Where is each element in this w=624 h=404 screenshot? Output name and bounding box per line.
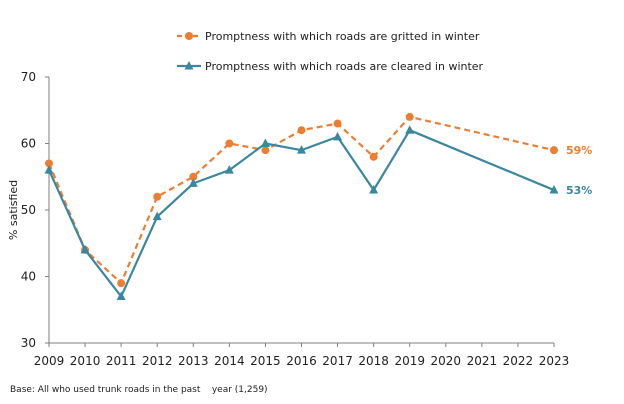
legend-marker [184,61,194,70]
x-tick-label: 2015 [250,354,281,368]
data-point [369,185,379,194]
legend-item: Promptness with which roads are cleared … [177,60,484,73]
data-point [153,192,162,201]
y-tick-label: 40 [21,270,36,284]
x-tick-label: 2022 [503,354,534,368]
data-point [550,146,558,155]
y-tick-label: 30 [21,336,36,350]
x-tick-label: 2019 [394,354,425,368]
end-label: 53% [566,184,592,197]
x-tick-label: 2023 [539,354,570,368]
legend-label: Promptness with which roads are gritted … [205,30,480,43]
x-tick-label: 2018 [358,354,389,368]
end-label: 59% [566,144,592,157]
x-tick-label: 2012 [142,354,173,368]
data-point [188,178,198,187]
series-cleared: 53% [44,125,592,300]
data-point [333,119,342,128]
data-point [260,138,270,147]
axes: 30 40 50 60 70 2009 2010 2011 2012 2013 2014 2015 20… [21,70,570,368]
data-point [333,131,343,141]
legend-marker [185,32,193,40]
series-line [47,115,555,285]
x-tick-label: 2017 [322,354,353,368]
legend: Promptness with which roads are gritted … [177,30,484,73]
legend-label: Promptness with which roads are cleared … [205,60,484,73]
x-tick-label: 2021 [467,354,498,368]
series-line [47,129,555,298]
data-point [44,165,54,174]
x-tick-label: 2009 [34,354,65,368]
data-point [297,145,306,154]
series-group: 59% 53% [44,112,592,300]
y-tick-label: 50 [21,203,36,217]
data-point [225,139,234,148]
x-tick-label: 2016 [286,354,317,368]
data-point [261,146,270,155]
x-tick-label: 2020 [431,354,462,368]
x-tick-label: 2013 [178,354,209,368]
x-tick-label: 2010 [70,354,101,368]
footnote: Base: All who used trunk roads in the pa… [10,385,268,395]
data-point [369,152,378,161]
data-point [189,172,198,181]
data-point [297,126,306,135]
x-tick-label: 2014 [214,354,245,368]
data-point [224,165,234,174]
data-point [152,211,162,221]
x-tick-label: 2011 [106,354,137,368]
data-point [405,112,414,121]
data-point [405,125,415,134]
y-tick-label: 60 [21,137,36,151]
series-gritted: 59% [45,112,592,288]
data-point [45,159,53,168]
data-point [117,279,126,288]
y-axis-label: % satisfied [7,180,20,240]
legend-item: Promptness with which roads are gritted … [177,30,480,43]
data-point [116,291,126,300]
y-tick-label: 70 [21,70,36,84]
data-point [549,185,559,194]
data-point [80,244,90,254]
